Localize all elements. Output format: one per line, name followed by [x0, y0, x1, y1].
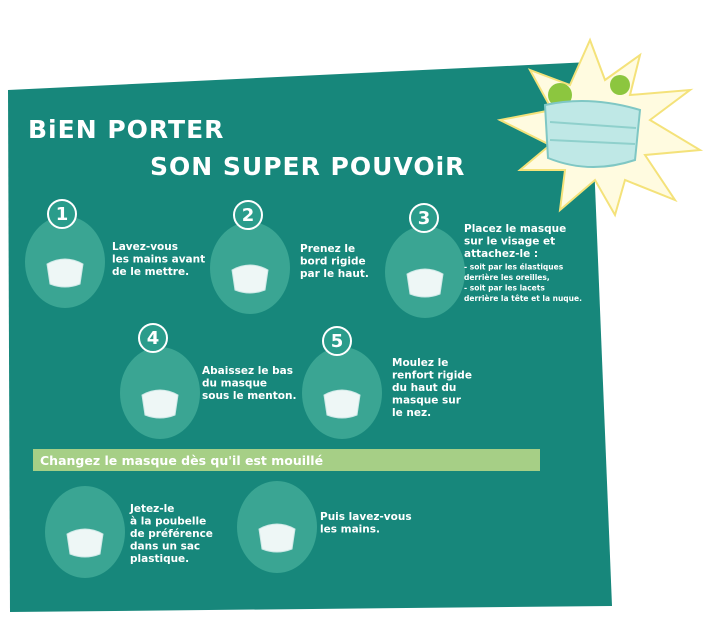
step-text: sous le menton.	[202, 390, 296, 402]
step-text: renfort rigide	[392, 370, 472, 382]
title-line-1: BiEN PORTER	[28, 115, 224, 144]
step-text: le nez.	[392, 407, 431, 419]
final-step-text: Jetez-le	[129, 503, 174, 515]
step-text: du haut du	[392, 382, 456, 394]
step-text: bord rigide	[300, 256, 366, 268]
step-detail: - soit par les élastiques	[464, 263, 564, 272]
title-line-2: SON SUPER POUVOiR	[150, 152, 465, 181]
final-step-text: Puis lavez-vous	[320, 511, 412, 523]
step-detail: derrière la tête et la nuque.	[464, 294, 582, 303]
step-text: Prenez le	[300, 243, 355, 255]
step-text: Abaissez le bas	[202, 365, 293, 377]
final-step-text: de préférence	[130, 528, 213, 540]
step-number: 1	[56, 204, 69, 225]
illustration	[142, 390, 178, 418]
final-step-text: les mains.	[320, 524, 380, 536]
step-text: les mains avant	[112, 254, 205, 266]
final-step-text: à la poubelle	[130, 516, 206, 528]
illustration	[324, 390, 360, 418]
step-text: masque sur	[392, 395, 462, 407]
step-number: 2	[242, 205, 255, 226]
step-number: 4	[147, 328, 160, 349]
illustration	[47, 259, 83, 287]
step-text: par le haut.	[300, 268, 369, 280]
final-step-text: dans un sac	[130, 541, 200, 553]
illustration	[67, 529, 103, 557]
step-detail: derrière les oreilles,	[464, 273, 550, 282]
step-text: attachez-le :	[464, 248, 538, 260]
step-text: de le mettre.	[112, 266, 189, 278]
illustration	[259, 524, 295, 552]
step-text: du masque	[202, 378, 267, 390]
step-text: Moulez le	[392, 357, 448, 369]
change-banner: Changez le masque dès qu'il est mouillé	[40, 453, 323, 468]
step-text: Lavez-vous	[112, 241, 178, 253]
step-detail: - soit par les lacets	[464, 284, 545, 293]
final-step-text: plastique.	[130, 553, 189, 565]
step-number: 3	[418, 208, 431, 229]
poster: BiEN PORTER SON SUPER POUVOiR Changez le…	[0, 0, 717, 618]
step-text: sur le visage et	[464, 236, 555, 248]
illustration	[407, 269, 443, 297]
illustration	[232, 265, 268, 293]
step-text: Placez le masque	[464, 223, 566, 235]
step-number: 5	[331, 331, 344, 352]
